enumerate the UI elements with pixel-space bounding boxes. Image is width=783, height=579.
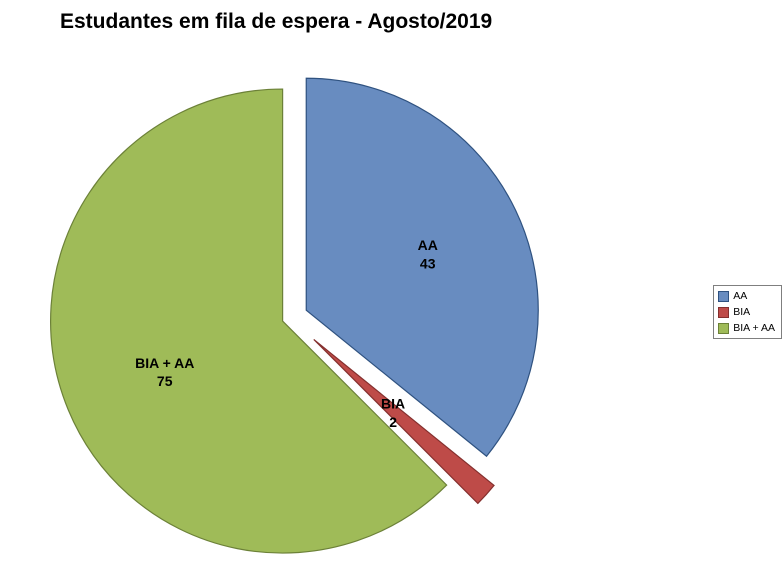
pie-slice-bia [313,338,495,505]
legend-label: BIA + AA [733,322,775,334]
slice-label-bia: BIA 2 [381,396,405,430]
slice-label-aa: AA 43 [418,237,438,271]
pie-slice-bia-aa [50,88,448,554]
chart-legend: AA BIA BIA + AA [713,285,782,339]
legend-label: BIA [733,306,751,318]
legend-item-bia: BIA [718,306,775,318]
legend-swatch [718,322,730,334]
legend-item-bia-aa: BIA + AA [718,322,775,334]
slice-label-bia-aa: BIA + AA 75 [135,355,194,389]
chart-title: Estudantes em fila de espera - Agosto/20… [60,10,493,33]
legend-label: AA [733,290,748,302]
legend-swatch [718,290,730,302]
pie-slice-aa [305,77,539,458]
legend-item-aa: AA [718,290,775,302]
legend-swatch [718,306,730,318]
